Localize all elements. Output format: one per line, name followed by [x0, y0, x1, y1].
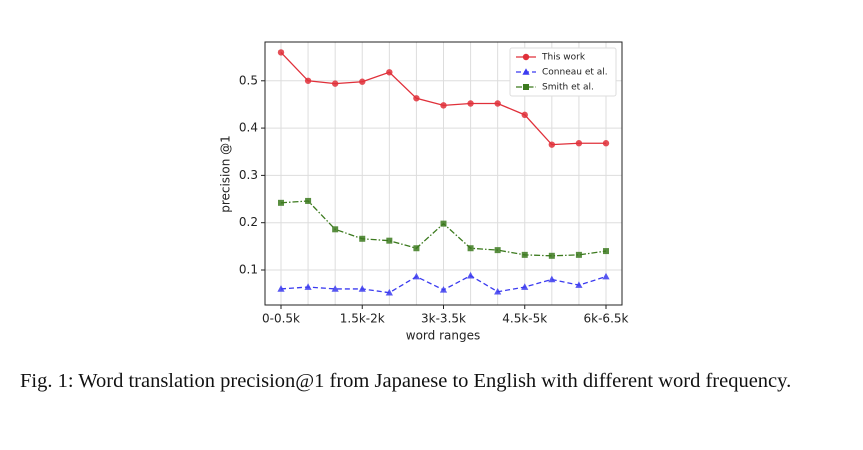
marker	[359, 78, 366, 85]
marker	[304, 283, 312, 290]
marker	[304, 77, 312, 84]
legend-label: Smith et al.	[542, 83, 594, 93]
y-tick-label: 0.3	[239, 168, 258, 182]
marker	[358, 285, 366, 292]
chart: word ranges precision @1 0.1 0.2 0.3 0.4 0.5…	[219, 41, 629, 343]
marker	[305, 197, 312, 204]
y-tick-label: 0.4	[239, 121, 258, 135]
x-tick-label: 0-0.5k	[262, 312, 300, 326]
marker	[521, 111, 528, 119]
marker	[575, 140, 583, 147]
marker	[602, 272, 610, 280]
legend-label: Conneau et al.	[542, 68, 608, 78]
marker	[332, 226, 339, 233]
x-axis-label: word ranges	[406, 329, 480, 343]
y-tick-label: 0.2	[239, 215, 258, 229]
caption: Fig. 1: Word translation precision@1 fro…	[20, 370, 792, 392]
marker	[603, 248, 609, 255]
marker	[386, 69, 393, 76]
marker	[467, 245, 474, 252]
marker	[331, 80, 339, 87]
x-tick-label: 1.5k-2k	[340, 312, 385, 326]
marker	[439, 286, 448, 293]
marker	[494, 247, 501, 254]
marker	[548, 141, 556, 148]
marker	[494, 287, 502, 295]
y-axis-label: precision @1	[219, 135, 233, 213]
y-tick-label: 0.1	[239, 262, 258, 276]
marker	[440, 220, 447, 227]
marker	[494, 100, 501, 107]
marker	[575, 281, 583, 288]
legend-label: This work	[541, 53, 586, 63]
marker	[277, 285, 285, 292]
marker	[278, 199, 284, 206]
marker	[412, 272, 421, 280]
marker	[575, 251, 582, 258]
x-tick-label: 4.5k-5k	[502, 312, 547, 326]
marker	[440, 102, 447, 109]
marker	[548, 252, 555, 259]
marker	[467, 100, 474, 107]
x-tick-label: 6k-6.5k	[584, 312, 629, 326]
marker	[466, 271, 475, 279]
marker	[522, 68, 530, 75]
marker	[521, 283, 529, 290]
marker	[522, 53, 530, 61]
marker	[523, 84, 529, 90]
marker	[413, 245, 420, 252]
marker	[385, 288, 393, 296]
marker	[359, 235, 366, 242]
x-tick-label: 3k-3.5k	[421, 312, 466, 326]
marker	[521, 251, 528, 258]
marker	[548, 275, 556, 283]
legend-box	[509, 47, 617, 97]
marker	[602, 140, 610, 147]
marker	[386, 237, 393, 244]
marker	[277, 49, 285, 56]
y-tick-label: 0.5	[239, 73, 258, 87]
plot-frame	[264, 41, 623, 306]
marker	[413, 95, 420, 102]
marker	[331, 285, 339, 292]
